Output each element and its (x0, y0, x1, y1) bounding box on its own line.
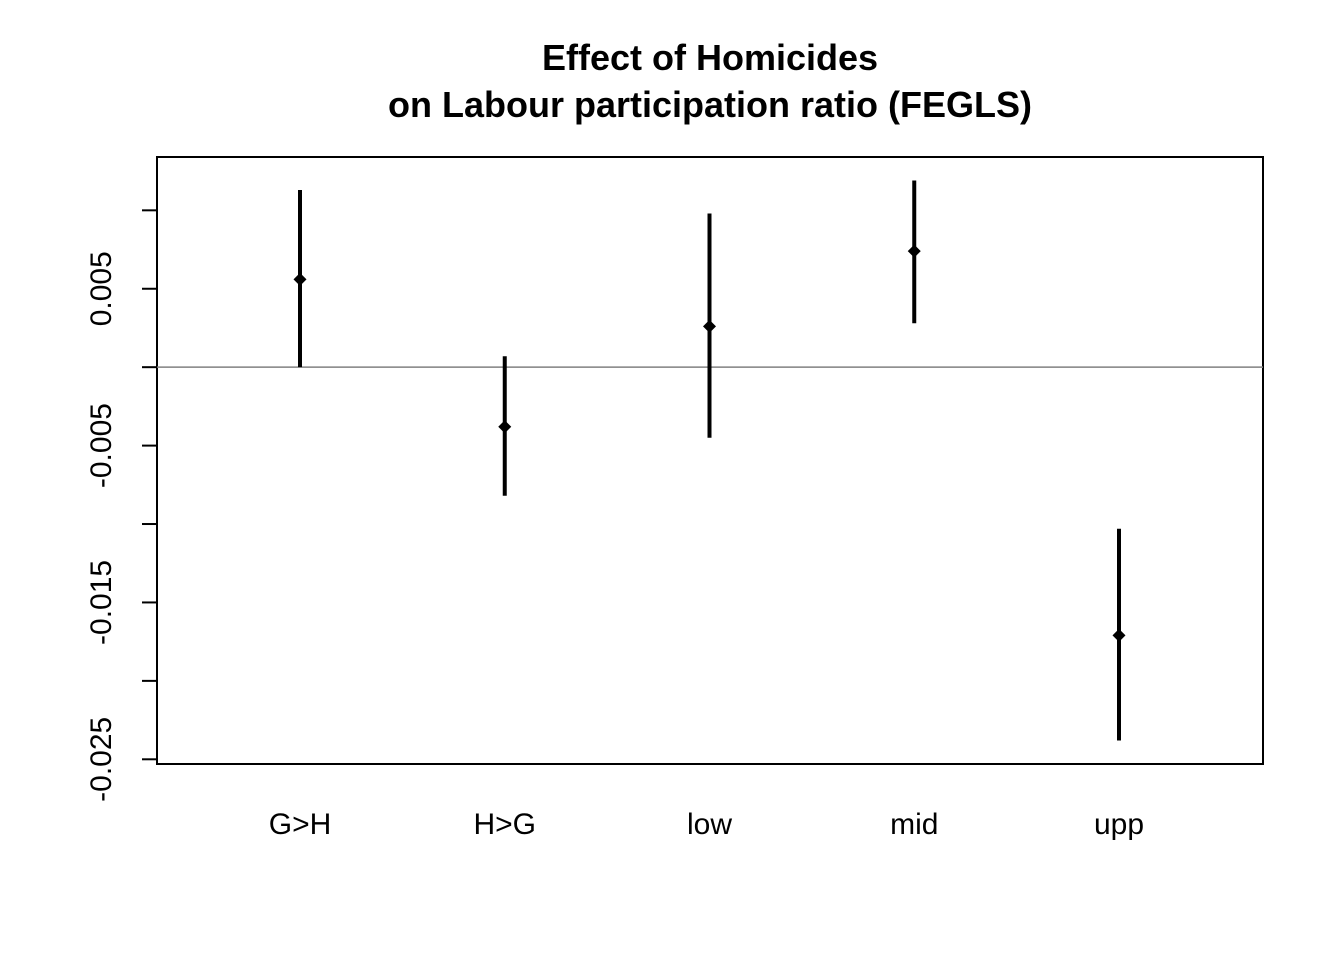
plot-frame (156, 156, 1264, 765)
y-tick-label: -0.015 (85, 560, 118, 645)
chart-title-line2: on Labour participation ratio (FEGLS) (388, 84, 1032, 125)
x-tick-label: H>G (473, 808, 536, 841)
x-tick-label: G>H (269, 808, 332, 841)
point-estimate (1112, 628, 1126, 642)
x-tick-label: low (687, 808, 732, 841)
point-estimate (907, 244, 921, 258)
chart-title-line1: Effect of Homicides (542, 37, 878, 78)
plot-layer: -0.025 -0.015 -0.005 0.005 G>H H>G low mid upp (85, 180, 1263, 841)
point-estimate (703, 319, 716, 333)
point-estimate (293, 272, 307, 286)
y-tick-label: -0.025 (85, 717, 118, 802)
x-tick-label: upp (1094, 808, 1144, 841)
y-tick-label: -0.005 (85, 403, 118, 488)
x-tick-label: mid (890, 808, 938, 841)
y-tick-label: 0.005 (85, 251, 118, 326)
point-estimate (498, 420, 512, 434)
